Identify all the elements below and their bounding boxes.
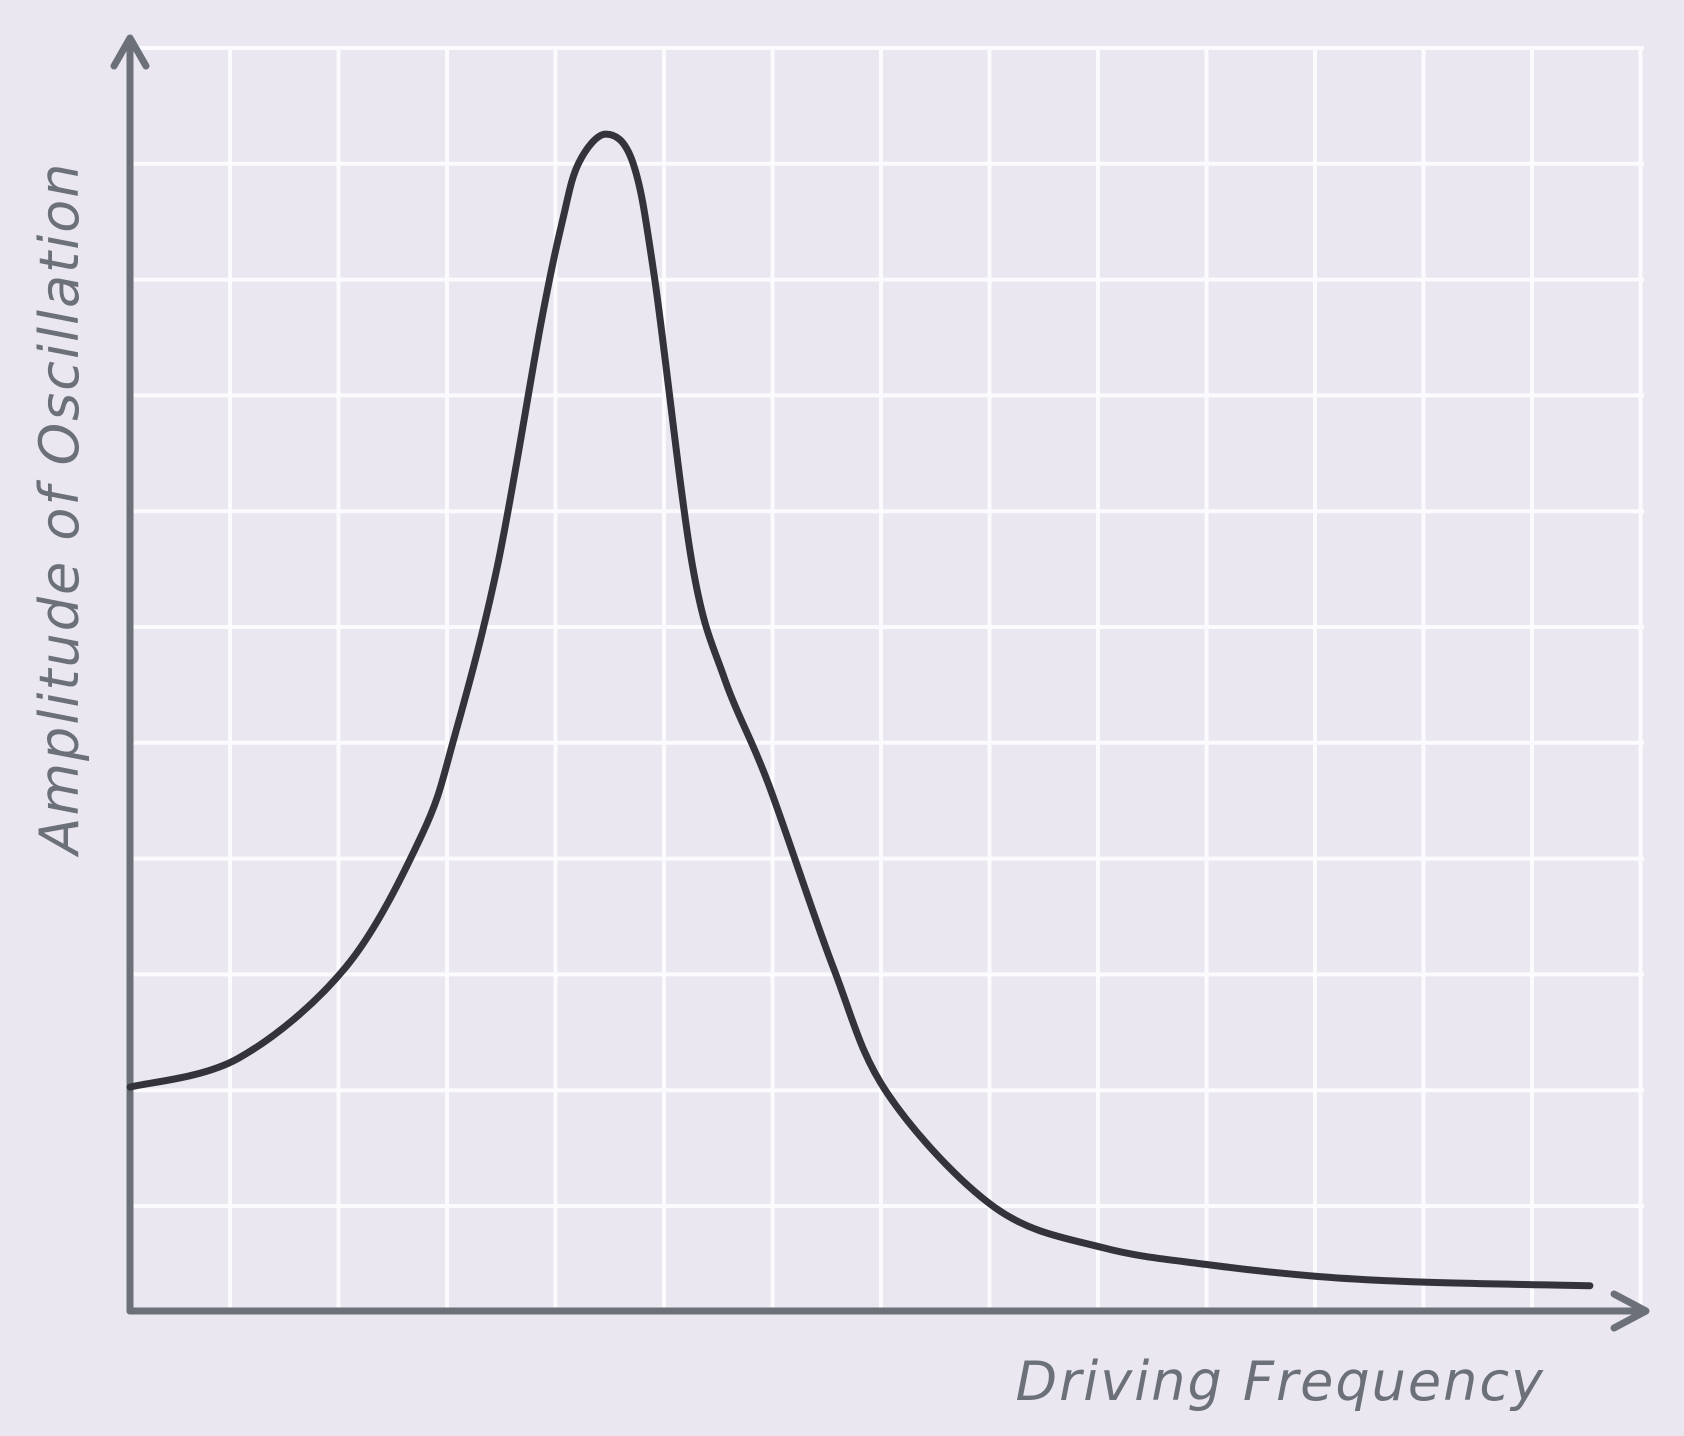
y-axis-arrow-icon — [110, 34, 150, 70]
series-line-amplitude — [126, 130, 1594, 1290]
grid — [130, 46, 1644, 1311]
axes — [110, 34, 1650, 1332]
x-axis-label: Driving Frequency — [1016, 1350, 1546, 1413]
y-axis-label: Amplitude of Oscillation — [28, 162, 91, 858]
x-axis-arrow-icon — [1610, 1290, 1650, 1332]
